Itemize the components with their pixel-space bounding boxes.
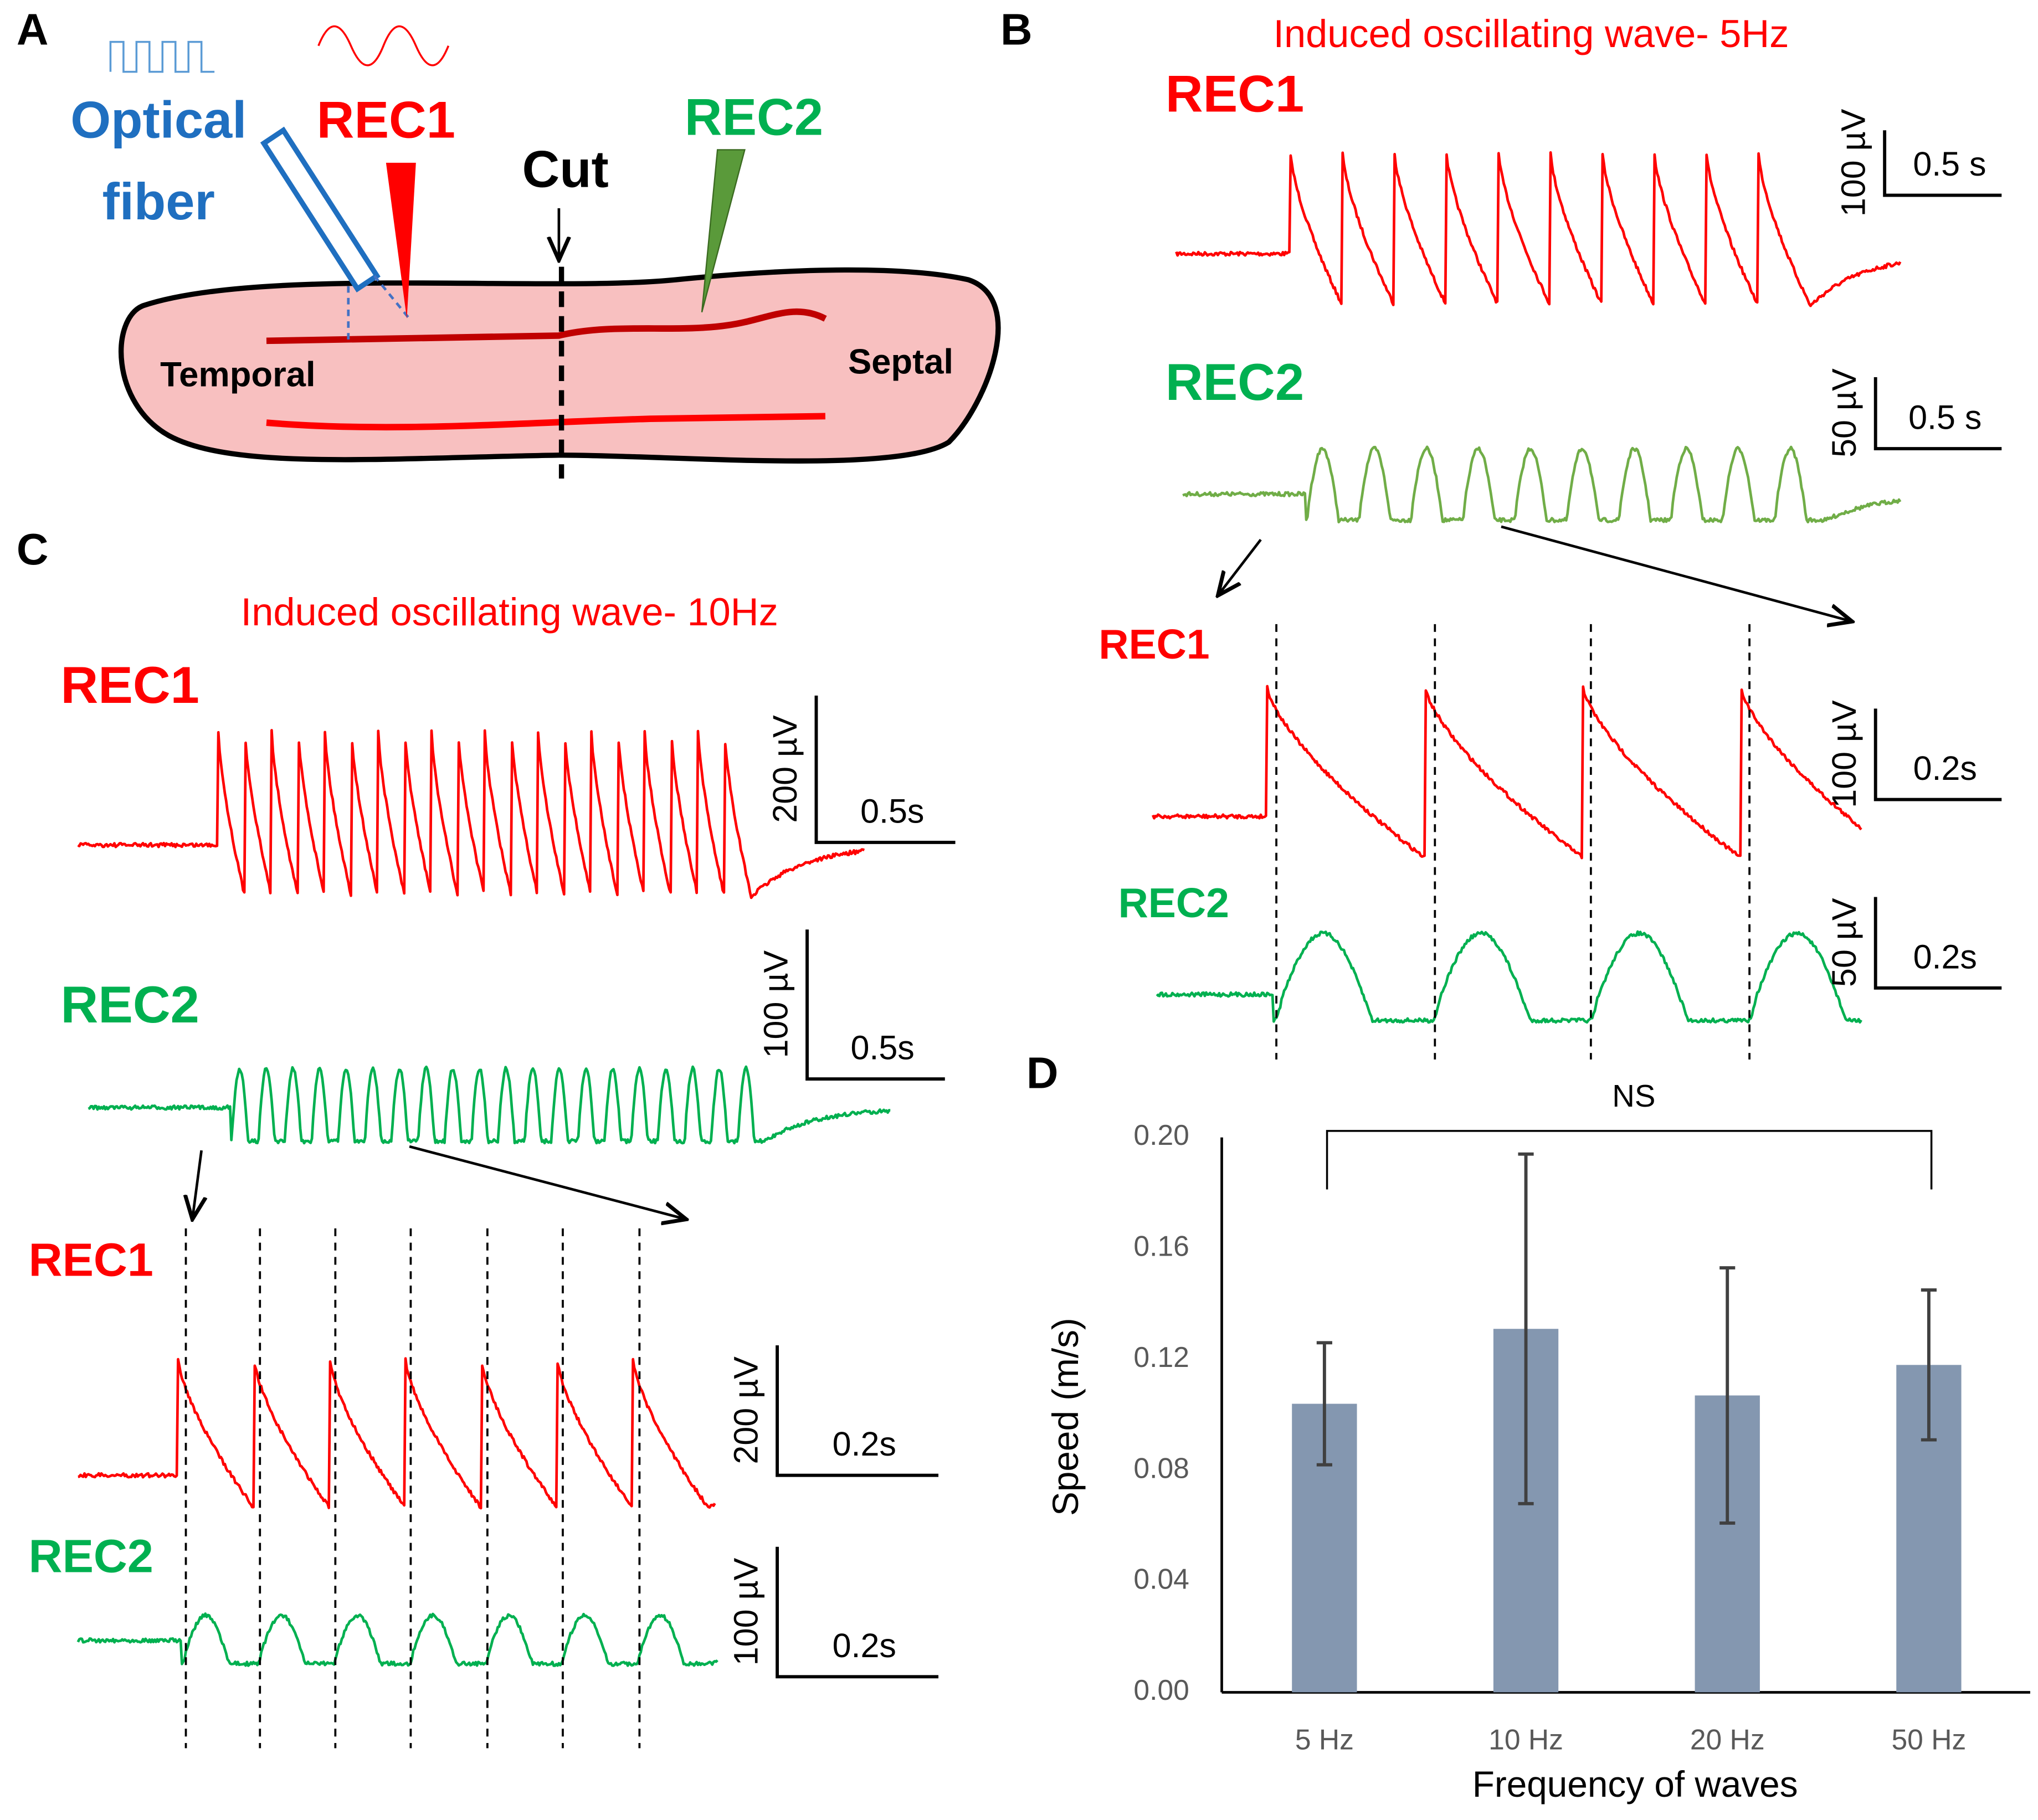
scale-bar bbox=[776, 1546, 939, 1679]
trace-label: REC2 bbox=[1118, 880, 1229, 926]
scale-label: 0.2s bbox=[833, 1425, 896, 1463]
trace-label: REC1 bbox=[1166, 64, 1304, 122]
label: REC2 bbox=[685, 88, 823, 146]
panel-title: Induced oscillating wave- 5Hz bbox=[1273, 12, 1789, 55]
sine-wave-icon bbox=[317, 25, 450, 66]
label: Optical bbox=[70, 90, 247, 148]
electrode bbox=[386, 162, 416, 319]
optical-fiber bbox=[260, 126, 381, 293]
label: Cut bbox=[522, 140, 608, 198]
scale-bar bbox=[805, 929, 945, 1081]
trace bbox=[1152, 685, 1862, 860]
arrow bbox=[1501, 525, 1852, 621]
y-tick-label: 0.12 bbox=[1133, 1341, 1189, 1373]
arrow bbox=[1218, 538, 1262, 595]
scale-label: 100 µV bbox=[1825, 700, 1863, 808]
trace bbox=[1175, 151, 1902, 307]
arrow bbox=[192, 1150, 201, 1219]
trace-label: REC1 bbox=[1098, 621, 1209, 667]
arrow bbox=[409, 1145, 686, 1219]
panel-title: Induced oscillating wave- 10Hz bbox=[241, 590, 778, 634]
scale-label: 100 µV bbox=[1835, 109, 1872, 217]
light-cone bbox=[347, 275, 410, 341]
scale-label: 100 µV bbox=[727, 1557, 765, 1665]
scale-label: 0.5s bbox=[850, 1029, 914, 1067]
y-tick-label: 0.20 bbox=[1133, 1119, 1189, 1151]
scale-label: 0.2s bbox=[1913, 938, 1977, 975]
error-bar bbox=[1921, 1288, 1937, 1442]
panel-label: A bbox=[17, 4, 49, 54]
trace bbox=[78, 1357, 716, 1510]
scale-label: 0.2s bbox=[833, 1627, 896, 1664]
trace bbox=[76, 1612, 718, 1667]
scale-label: 100 µV bbox=[757, 950, 795, 1058]
scale-bar bbox=[776, 1345, 939, 1477]
scale-bar bbox=[814, 695, 956, 844]
panel-label: B bbox=[1000, 4, 1033, 54]
cell-layer bbox=[266, 308, 827, 345]
scale-bar bbox=[1873, 897, 2002, 990]
label: Septal bbox=[848, 342, 953, 381]
error-bar bbox=[1719, 1266, 1736, 1525]
scale-bar bbox=[1873, 708, 2002, 801]
trace bbox=[77, 729, 865, 899]
trace-label: REC2 bbox=[60, 975, 199, 1034]
scale-label: 200 µV bbox=[727, 1356, 765, 1464]
scale-bar bbox=[1873, 377, 2002, 450]
trace-label: REC2 bbox=[29, 1530, 153, 1582]
trace bbox=[88, 1065, 891, 1145]
y-tick-label: 0.16 bbox=[1133, 1230, 1189, 1262]
scale-label: 0.5 s bbox=[1908, 399, 1981, 436]
x-tick-label: 20 Hz bbox=[1690, 1723, 1765, 1755]
label: Temporal bbox=[160, 356, 315, 394]
x-tick-label: 50 Hz bbox=[1891, 1723, 1966, 1755]
electrode bbox=[701, 149, 746, 313]
y-axis-title: Speed (m/s) bbox=[1045, 1318, 1086, 1516]
scale-label: 50 µV bbox=[1825, 368, 1863, 457]
annotation: NS bbox=[1612, 1078, 1655, 1113]
trace-label: REC2 bbox=[1166, 353, 1304, 411]
label: REC1 bbox=[317, 90, 455, 148]
y-tick-label: 0.00 bbox=[1133, 1674, 1189, 1706]
error-bar bbox=[1518, 1152, 1534, 1505]
scale-label: 0.2s bbox=[1913, 749, 1977, 787]
panel-label: C bbox=[17, 525, 49, 574]
scale-bar bbox=[1883, 130, 2002, 197]
x-tick-label: 5 Hz bbox=[1295, 1723, 1354, 1755]
cell-layer bbox=[266, 413, 825, 431]
scale-label: 0.5 s bbox=[1913, 145, 1986, 183]
scale-label: 50 µV bbox=[1825, 898, 1863, 987]
trace-label: REC1 bbox=[29, 1234, 153, 1286]
y-tick-label: 0.08 bbox=[1133, 1452, 1189, 1484]
error-bar bbox=[1316, 1341, 1332, 1467]
scale-label: 200 µV bbox=[766, 715, 804, 823]
square-wave-icon bbox=[109, 40, 215, 73]
trace bbox=[1182, 445, 1902, 523]
tissue-slice bbox=[119, 267, 1001, 464]
x-axis-title: Frequency of waves bbox=[1472, 1764, 1798, 1804]
label: fiber bbox=[102, 172, 215, 230]
significance-bracket bbox=[1326, 1130, 1933, 1190]
y-tick-label: 0.04 bbox=[1133, 1563, 1189, 1595]
panel-label: D bbox=[1026, 1048, 1059, 1097]
trace bbox=[1156, 930, 1862, 1024]
scale-label: 0.5s bbox=[860, 792, 924, 830]
x-tick-label: 10 Hz bbox=[1488, 1723, 1563, 1755]
trace-label: REC1 bbox=[60, 656, 199, 714]
